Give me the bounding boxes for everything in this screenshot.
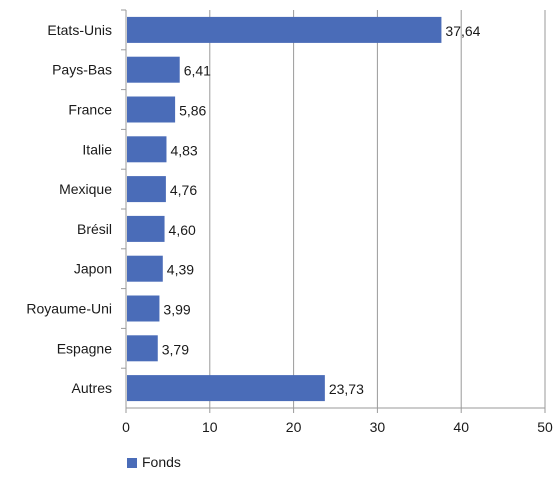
x-tick-label: 40 bbox=[453, 419, 469, 435]
category-label: Japon bbox=[74, 261, 112, 277]
legend-label-fonds: Fonds bbox=[142, 454, 181, 470]
data-label: 3,79 bbox=[162, 341, 189, 357]
x-tick-label: 50 bbox=[537, 419, 553, 435]
data-label: 4,76 bbox=[170, 182, 197, 198]
category-label: Autres bbox=[72, 380, 112, 396]
bar-japon bbox=[127, 255, 163, 282]
data-label: 5,86 bbox=[179, 103, 206, 119]
gridlines bbox=[209, 10, 546, 408]
bar-mexique bbox=[127, 176, 166, 203]
x-tick-label: 0 bbox=[122, 419, 130, 435]
category-label: Mexique bbox=[59, 181, 112, 197]
category-label: Espagne bbox=[57, 340, 112, 356]
bar-autres bbox=[127, 375, 325, 402]
data-label: 6,41 bbox=[184, 63, 211, 79]
bar-pays-bas bbox=[127, 56, 180, 83]
bar-br-sil bbox=[127, 215, 165, 242]
bars: 37,64 6,41 5,86 4,83 4,76 4,60 4,39 3,99 3,79 23,… bbox=[127, 16, 481, 402]
category-label: Brésil bbox=[77, 221, 112, 237]
bar-etats-unis bbox=[127, 16, 442, 43]
data-label: 4,60 bbox=[169, 222, 196, 238]
bar-france bbox=[127, 96, 176, 123]
x-tick-label: 20 bbox=[286, 419, 302, 435]
legend: Fonds bbox=[127, 454, 181, 470]
data-label: 4,39 bbox=[167, 262, 194, 278]
data-label: 23,73 bbox=[329, 381, 364, 397]
legend-swatch-fonds bbox=[127, 458, 137, 468]
x-tick-label: 30 bbox=[370, 419, 386, 435]
bar-royaume-uni bbox=[127, 295, 160, 322]
data-label: 4,83 bbox=[170, 142, 197, 158]
bar-italie bbox=[127, 136, 167, 163]
category-label: Italie bbox=[82, 141, 112, 157]
bar-espagne bbox=[127, 335, 158, 362]
axes: 0 10 20 30 40 50 Etats-Unis Pays-Bas France Itali… bbox=[26, 9, 553, 435]
category-label: Royaume-Uni bbox=[26, 301, 112, 317]
category-label: France bbox=[68, 102, 112, 118]
category-label: Pays-Bas bbox=[52, 62, 112, 78]
category-label: Etats-Unis bbox=[47, 22, 112, 38]
x-tick-label: 10 bbox=[202, 419, 218, 435]
data-label: 37,64 bbox=[445, 23, 480, 39]
data-label: 3,99 bbox=[163, 302, 190, 318]
